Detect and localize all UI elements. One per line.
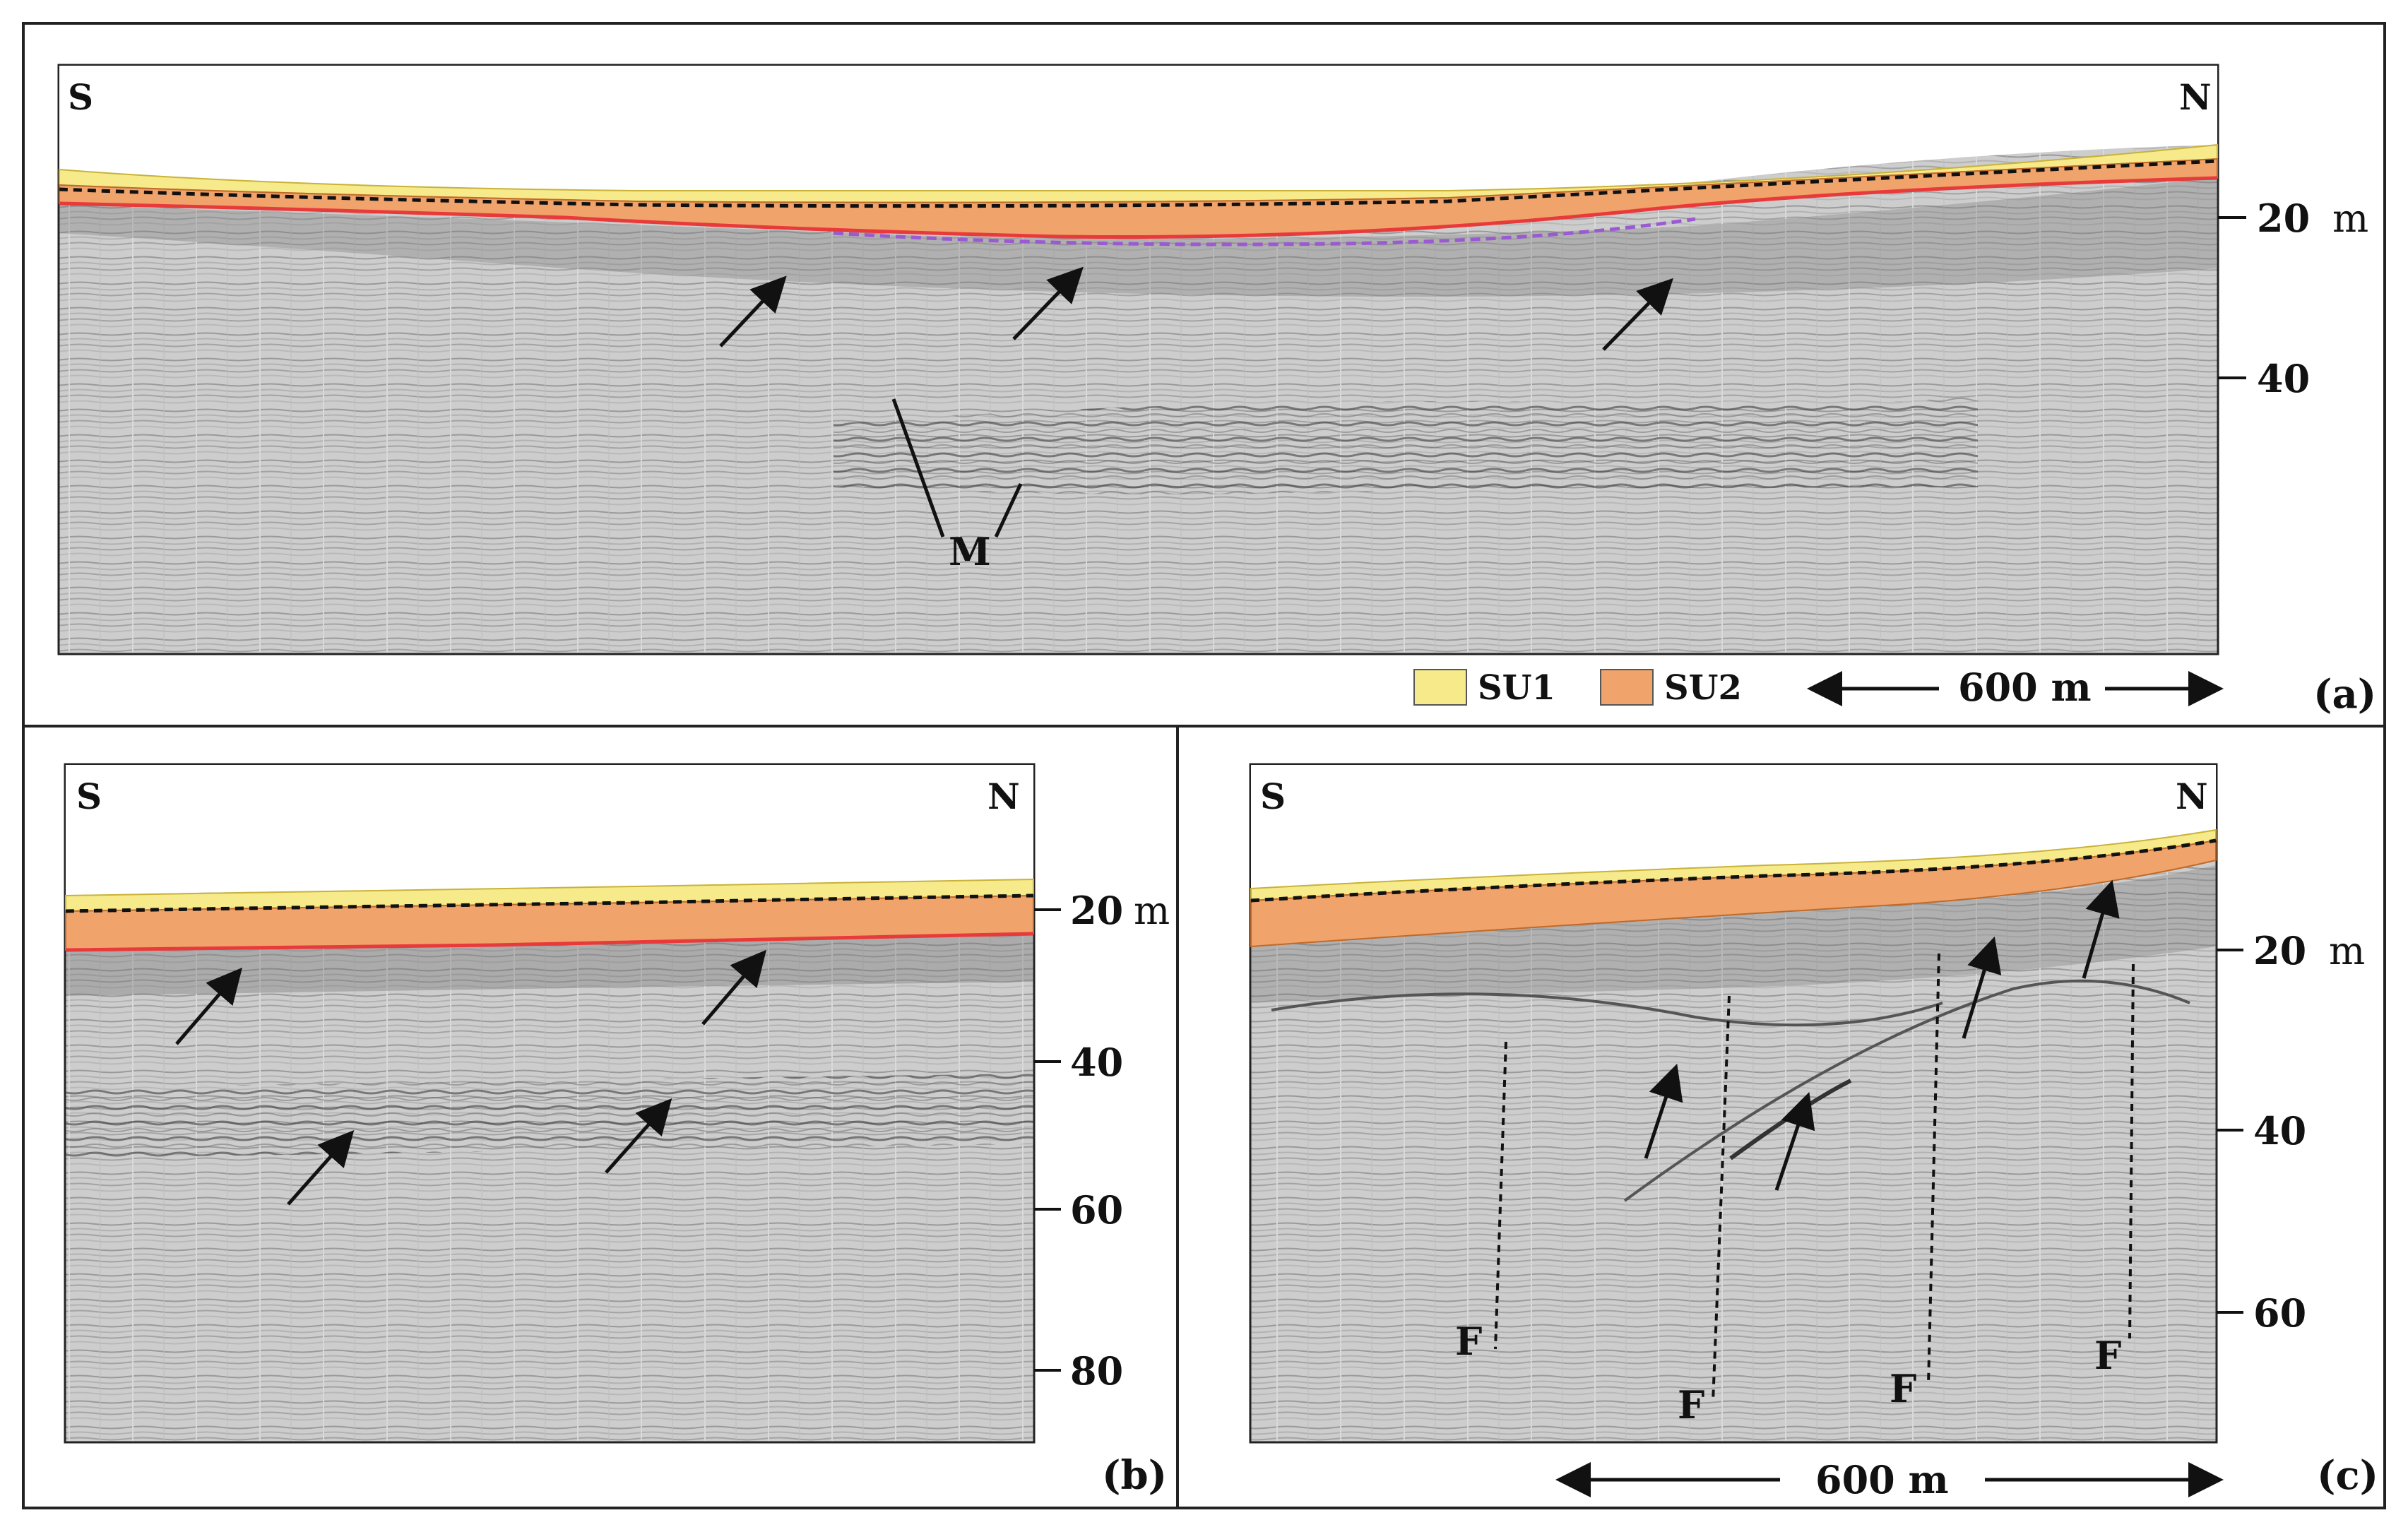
panel-a-arrow-2 xyxy=(1012,266,1084,340)
panel-b-depth-60: 60 xyxy=(1070,1187,1123,1233)
panel-c-arrow-2 xyxy=(1774,1092,1815,1191)
panel-b-depth-40: 40 xyxy=(1070,1040,1123,1085)
panel-c-fault-line-4 xyxy=(2128,963,2135,1339)
panel-a-base-line xyxy=(59,176,2218,239)
panel-a-arrow-1 xyxy=(719,275,787,348)
panel-c-arrow-4 xyxy=(2082,879,2120,979)
panel-c-depth-40: 40 xyxy=(2253,1108,2306,1153)
panel-c-reflector-fold-1 xyxy=(1271,992,1943,1027)
panel-b-base-line xyxy=(65,932,1034,952)
panel-c-frame xyxy=(1176,725,2386,1509)
panel-c-fault-label-3: F xyxy=(1890,1366,1916,1411)
panel-a-channel-base xyxy=(833,217,1696,247)
panel-c-scale-label: 600 m xyxy=(1815,1457,1949,1502)
panel-b-arrow-4 xyxy=(605,1098,672,1174)
panel-c-dir-right: N xyxy=(2176,776,2208,817)
panel-a-depth-unit: m xyxy=(2332,196,2368,241)
panel-a-su1-su2-boundary xyxy=(59,159,2218,208)
panel-b-arrow-3 xyxy=(287,1130,355,1206)
panel-b-arrow-1 xyxy=(175,967,243,1045)
panel-c-reflector-fold-2 xyxy=(1623,979,2190,1202)
panel-b-arrow-2 xyxy=(701,949,767,1026)
panel-c-fault-label-1: F xyxy=(1455,1319,1482,1364)
panel-a-m-line-2 xyxy=(994,482,1023,538)
panel-c-water-column xyxy=(1251,765,2216,889)
panel-a-arrow-3 xyxy=(1602,278,1673,351)
panel-a-dir-left: S xyxy=(68,76,93,118)
panel-c-dir-left: S xyxy=(1260,776,1286,817)
panel-a-marker-m: M xyxy=(949,529,991,574)
panel-c-depth-20: 20 xyxy=(2253,928,2306,973)
panel-b-dir-right: N xyxy=(987,776,1020,817)
panel-c: S N 20 m 40 60 F F F F 600 m (c) xyxy=(1249,763,2378,1502)
panel-b-depth-unit: m xyxy=(1134,889,1170,933)
panel-b-water-column xyxy=(66,765,1033,896)
panel-a-tag: (a) xyxy=(2313,671,2376,718)
panel-c-tag: (c) xyxy=(2317,1452,2378,1499)
panel-b-dark-reflector-zone xyxy=(66,934,1033,996)
panel-a-reflector-band xyxy=(834,396,1978,494)
panel-a-m-line-1 xyxy=(891,398,945,538)
panel-c-fault-line-1 xyxy=(1494,1041,1507,1350)
panel-a-dir-right: N xyxy=(2179,76,2212,118)
panel-c-fault-line-2 xyxy=(1712,995,1731,1403)
panel-c-arrow-1 xyxy=(1644,1064,1683,1159)
panel-a-scale-label: 600 m xyxy=(1958,665,2092,710)
panel-a-depth-20: 20 xyxy=(2257,196,2310,241)
panel-a-depth-40: 40 xyxy=(2257,356,2310,401)
legend-su2-label: SU2 xyxy=(1664,668,1742,708)
panel-b-depth-20: 20 xyxy=(1070,888,1123,933)
panel-b: S N 20 m 40 60 80 (b) xyxy=(64,763,1170,1499)
panel-a-dark-reflector-zone xyxy=(59,177,2217,297)
panel-c-fault-label-2: F xyxy=(1678,1382,1704,1427)
legend-su2-swatch xyxy=(1600,669,1654,706)
panel-b-tag: (b) xyxy=(1102,1452,1167,1499)
panel-c-su1-su2-boundary xyxy=(1250,838,2217,903)
panel-b-depth-80: 80 xyxy=(1070,1348,1123,1394)
legend-su1-label: SU1 xyxy=(1478,668,1555,708)
panel-c-fault-label-4: F xyxy=(2094,1333,2121,1378)
panel-b-reflector-band xyxy=(66,1074,1033,1158)
panel-a: S N 20 m 40 M SU1 SU2 600 m (a) xyxy=(57,64,2376,718)
legend-su1-swatch xyxy=(1413,669,1467,706)
panel-c-arrow-3 xyxy=(1962,936,2002,1039)
panel-b-dir-left: S xyxy=(76,776,102,817)
panel-c-depth-60: 60 xyxy=(2253,1290,2306,1336)
panel-c-depth-unit: m xyxy=(2329,929,2365,973)
panel-c-fault-line-3 xyxy=(1927,953,1940,1385)
